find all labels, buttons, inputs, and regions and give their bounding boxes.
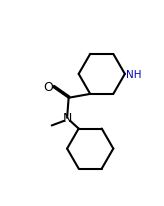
Text: O: O [43, 81, 53, 94]
Text: NH: NH [126, 70, 142, 80]
Text: N: N [62, 112, 72, 125]
